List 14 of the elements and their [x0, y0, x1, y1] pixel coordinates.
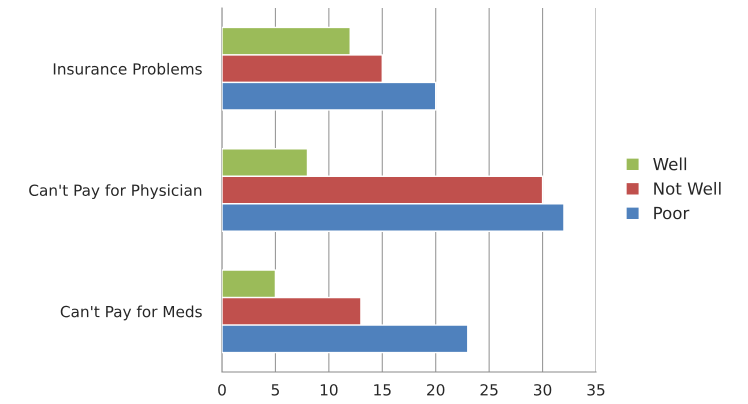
legend-label: Not Well [654, 182, 721, 195]
x-tick-label: 35 [587, 384, 604, 396]
legend-label: Poor [654, 206, 690, 220]
y-tick-label: Can't Pay for Physician [29, 184, 202, 199]
x-tick-label: 0 [218, 384, 226, 396]
y-tick-label: Insurance Problems [54, 62, 202, 75]
x-tick-label: 15 [374, 384, 391, 396]
legend-label: Well [653, 157, 686, 170]
x-tick-label: 25 [480, 384, 498, 396]
y-tick-label: Can't Pay for Meds [60, 306, 202, 320]
x-tick-label: 10 [320, 384, 338, 396]
x-tick-label: 20 [427, 384, 444, 396]
x-tick-label: 30 [534, 384, 552, 396]
x-tick-label: 5 [272, 384, 279, 396]
